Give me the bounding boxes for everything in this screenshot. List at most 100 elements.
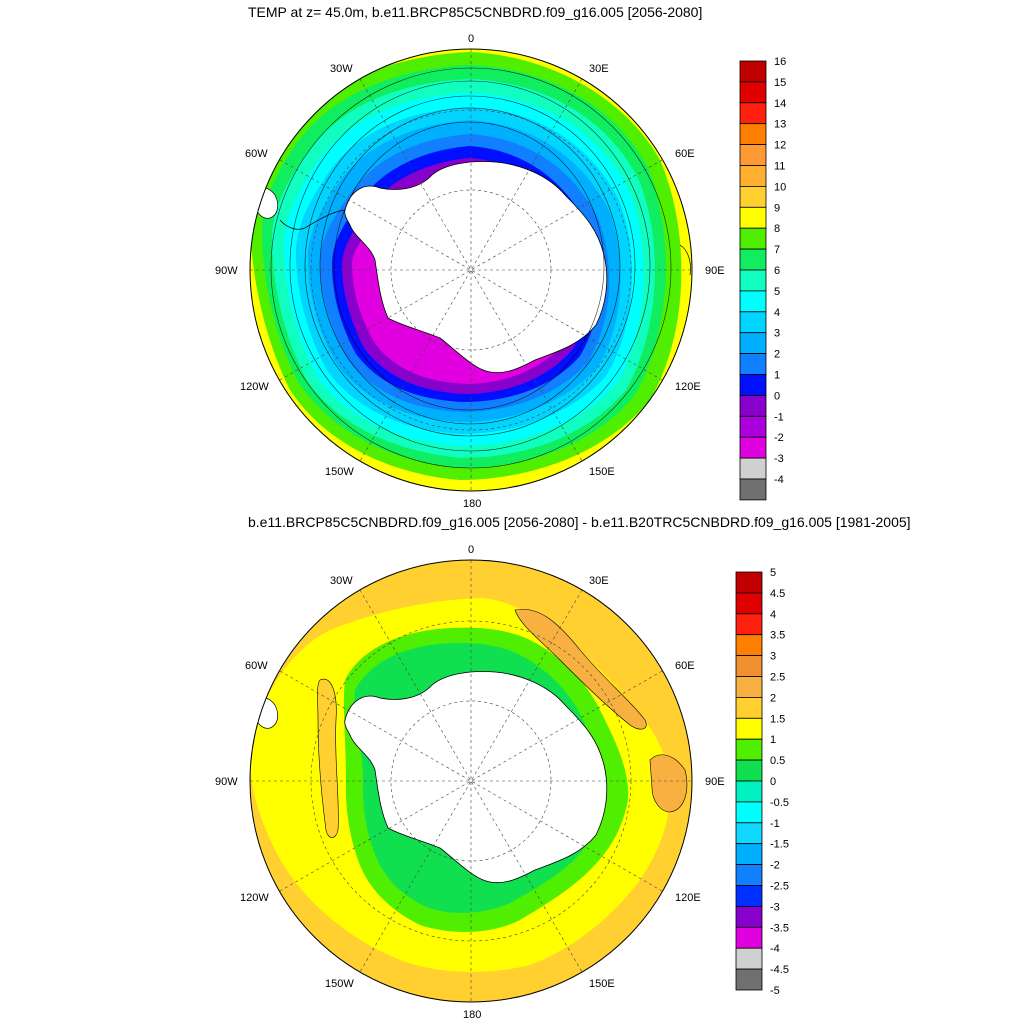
panel2-colorbar-box xyxy=(735,759,763,782)
lon-150w-label: 150W xyxy=(325,978,354,990)
panel1-colorbar-box xyxy=(739,353,767,375)
panel2-colorbar-tick-label: -1 xyxy=(770,818,780,830)
panel1-lon-labels: 0 30W 30E 60W 60E 90W 90E 120W 120E 150W… xyxy=(215,33,725,510)
panel1-colorbar-box xyxy=(739,165,767,187)
panel1-colorbar-tick-label: 11 xyxy=(774,161,785,173)
panel2-colorbar-box xyxy=(735,926,763,949)
lon-0-label: 0 xyxy=(468,544,474,556)
panel2-colorbar-tick-label: 0.5 xyxy=(770,755,785,767)
panel1-colorbar-tick-label: 5 xyxy=(774,286,780,298)
panel2-colorbar-tick-label: -1.5 xyxy=(770,839,789,851)
panel2-colorbar-tick-label: 0 xyxy=(770,776,776,788)
panel2-colorbar-tick-label: 3 xyxy=(770,651,776,663)
panel2-colorbar-box xyxy=(735,780,763,803)
panel1-colorbar-tick-label: 6 xyxy=(774,265,780,277)
panel2-title: b.e11.BRCP85C5CNBDRD.f09_g16.005 [2056-2… xyxy=(248,514,911,530)
lon-30w-label: 30W xyxy=(330,63,353,75)
panel2-colorbar-tick-label: -3.5 xyxy=(770,922,789,934)
panel2-colorbar-box xyxy=(735,655,763,677)
lon-120e-label: 120E xyxy=(675,892,701,904)
panel1-colorbar-tick-label: 9 xyxy=(774,202,780,214)
panel2-colorbar-box xyxy=(735,634,763,657)
panel1-colorbar-box xyxy=(739,81,767,104)
panel1-colorbar-box xyxy=(739,394,767,417)
panel1-colorbar-tick-label: 2 xyxy=(774,349,780,361)
panel2-colorbar-tick-label: -3 xyxy=(770,901,780,913)
panel1-title: TEMP at z= 45.0m, b.e11.BRCP85C5CNBDRD.f… xyxy=(248,4,703,20)
panel1-colorbar-box xyxy=(739,415,767,438)
panel2-colorbar-box xyxy=(735,822,763,845)
panel1-colorbar-box xyxy=(739,436,767,459)
panel2-colorbar-box xyxy=(735,947,763,970)
panel1-colorbar-box xyxy=(739,206,767,229)
panel2-colorbar-box xyxy=(735,864,763,886)
panel2-lon-labels: 0 30W 30E 60W 60E 90W 90E 120W 120E 150W… xyxy=(215,544,725,1021)
lon-60e-label: 60E xyxy=(675,148,695,160)
panel1-colorbar-tick-label: 0 xyxy=(774,390,780,402)
lon-60w-label: 60W xyxy=(245,660,268,672)
panel1-colorbar-tick-label: 12 xyxy=(774,140,786,152)
lon-0-label: 0 xyxy=(468,33,474,45)
panel2-colorbar-tick-label: -4 xyxy=(770,943,780,955)
panel1-colorbar-box xyxy=(739,123,767,145)
lon-120w-label: 120W xyxy=(240,892,269,904)
panel1-colorbar-box xyxy=(739,478,767,501)
lon-150w-label: 150W xyxy=(325,466,354,478)
panel1-colorbar-tick-label: 7 xyxy=(774,244,780,256)
panel1-colorbar-box xyxy=(739,102,767,125)
panel2-colorbar-tick-label: -4.5 xyxy=(770,964,789,976)
lon-60e-label: 60E xyxy=(675,660,695,672)
panel1-colorbar-tick-label: 4 xyxy=(774,307,780,319)
panel2-colorbar-tick-label: -0.5 xyxy=(770,797,789,809)
panel1-colorbar-tick-label: 10 xyxy=(774,181,786,193)
lon-180-label: 180 xyxy=(463,1009,481,1021)
panel2-colorbar-box xyxy=(735,738,763,761)
lon-180-label: 180 xyxy=(463,498,481,510)
panel2-colorbar-box xyxy=(735,697,763,719)
panel2-colorbar-tick-label: 1.5 xyxy=(770,713,785,725)
lon-30w-label: 30W xyxy=(330,575,353,587)
panel2-colorbar-tick-label: 5 xyxy=(770,567,776,579)
lon-90w-label: 90W xyxy=(215,776,238,788)
panel2-colorbar-tick-label: 2 xyxy=(770,692,776,704)
panel2-colorbar-tick-label: 2.5 xyxy=(770,672,785,684)
panel1-colorbar-tick-label: 1 xyxy=(774,370,780,382)
panel2-colorbar-tick-label: 4.5 xyxy=(770,588,785,600)
panel2-colorbar-tick-label: -2 xyxy=(770,860,780,872)
panel1-colorbar-tick-label: 3 xyxy=(774,328,780,340)
panel1-colorbar-tick-label: -1 xyxy=(774,411,784,423)
panel1-colorbar-box xyxy=(739,374,767,396)
panel1-colorbar-box xyxy=(739,248,767,271)
panel1-colorbar-box xyxy=(739,269,767,292)
panel1-colorbar-tick-label: -3 xyxy=(774,453,784,465)
panel2-colorbar-tick-label: 3.5 xyxy=(770,630,785,642)
panel1-colorbar-box xyxy=(739,60,767,83)
panel2-colorbar-box xyxy=(735,843,763,866)
panel2-colorbar-box xyxy=(735,571,763,594)
panel1-colorbar-box xyxy=(739,311,767,334)
lon-90e-label: 90E xyxy=(705,265,725,277)
panel2-colorbar: 5 4.5 4 3.5 3 2.5 2 1.5 1 0.5 0 -0.5 -1 -1.5 -2 -2.5 -3 -… xyxy=(735,567,789,997)
panel2-colorbar-box xyxy=(735,676,763,698)
lon-120w-label: 120W xyxy=(240,381,269,393)
panel1-map xyxy=(249,48,693,492)
panel2-colorbar-box xyxy=(735,885,763,907)
panel2-colorbar-box xyxy=(735,717,763,740)
panel2-colorbar-box xyxy=(735,906,763,928)
panel2-colorbar-tick-label: -5 xyxy=(770,985,780,997)
lon-150e-label: 150E xyxy=(589,466,615,478)
lon-60w-label: 60W xyxy=(245,148,268,160)
panel2-map xyxy=(249,559,693,1003)
panel2-colorbar-box xyxy=(735,613,763,636)
panel2-colorbar-tick-label: 4 xyxy=(770,609,776,621)
lon-90e-label: 90E xyxy=(705,776,725,788)
lon-90w-label: 90W xyxy=(215,265,238,277)
panel1-colorbar-tick-label: 8 xyxy=(774,223,780,235)
panel1-colorbar-tick-label: 15 xyxy=(774,77,786,89)
lon-120e-label: 120E xyxy=(675,381,701,393)
panel1-colorbar-box xyxy=(739,144,767,166)
panel1-colorbar-tick-label: -2 xyxy=(774,432,784,444)
lon-150e-label: 150E xyxy=(589,978,615,990)
